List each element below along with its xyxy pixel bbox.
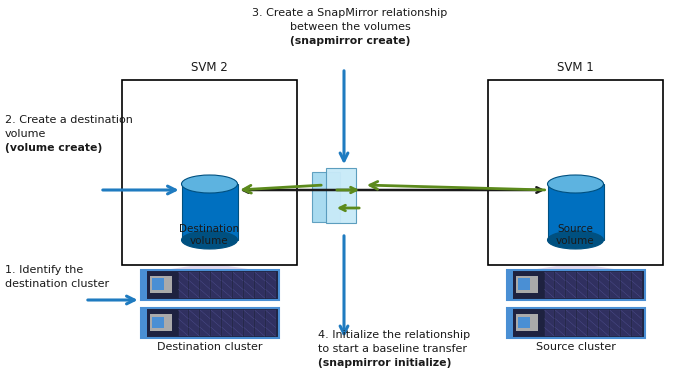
Bar xyxy=(577,272,587,298)
Text: 1. Identify the: 1. Identify the xyxy=(5,265,83,275)
Bar xyxy=(506,270,644,300)
Bar xyxy=(200,310,210,336)
Text: Destination cluster: Destination cluster xyxy=(157,342,263,352)
Text: SVM 1: SVM 1 xyxy=(557,61,594,74)
Bar xyxy=(544,310,555,336)
Bar xyxy=(566,310,576,336)
Bar xyxy=(544,272,555,298)
Bar xyxy=(233,310,243,336)
Bar xyxy=(488,80,663,265)
Bar xyxy=(566,272,576,298)
Bar xyxy=(588,272,598,298)
Text: SVM 2: SVM 2 xyxy=(191,61,228,74)
Bar xyxy=(577,310,587,336)
Polygon shape xyxy=(531,265,621,270)
Text: to start a baseline transfer: to start a baseline transfer xyxy=(318,344,467,354)
Bar xyxy=(141,270,278,300)
Bar xyxy=(588,310,598,336)
Text: (snapmirror initialize): (snapmirror initialize) xyxy=(318,358,451,368)
Bar xyxy=(141,308,278,338)
Bar xyxy=(515,314,537,331)
Bar xyxy=(599,272,609,298)
Text: volume: volume xyxy=(5,129,46,139)
Text: (snapmirror create): (snapmirror create) xyxy=(290,36,410,46)
Bar xyxy=(189,310,199,336)
Bar xyxy=(621,310,630,336)
Bar xyxy=(200,272,210,298)
Bar xyxy=(222,310,232,336)
Bar xyxy=(244,310,254,336)
Bar xyxy=(517,279,530,290)
Bar xyxy=(178,272,188,298)
Bar xyxy=(610,272,619,298)
Bar xyxy=(506,308,644,338)
Bar xyxy=(244,272,254,298)
Bar xyxy=(632,310,641,336)
Text: 4. Initialize the relationship: 4. Initialize the relationship xyxy=(318,330,470,340)
Text: Source cluster: Source cluster xyxy=(535,342,615,352)
Bar xyxy=(610,310,619,336)
Bar xyxy=(506,308,513,338)
Bar xyxy=(555,272,565,298)
Bar xyxy=(312,172,340,222)
Bar xyxy=(150,276,172,293)
Bar xyxy=(189,272,199,298)
Bar xyxy=(181,184,238,240)
Bar xyxy=(599,310,609,336)
Text: Destination
volume: Destination volume xyxy=(179,224,240,246)
Text: 3. Create a SnapMirror relationship: 3. Create a SnapMirror relationship xyxy=(252,8,448,18)
Text: destination cluster: destination cluster xyxy=(5,279,109,289)
Polygon shape xyxy=(165,265,254,270)
Bar xyxy=(141,270,147,300)
Bar xyxy=(152,316,163,328)
Bar xyxy=(178,310,188,336)
Bar xyxy=(255,272,265,298)
Text: 2. Create a destination: 2. Create a destination xyxy=(5,115,133,125)
Bar xyxy=(141,308,147,338)
Bar xyxy=(211,310,221,336)
Bar xyxy=(506,270,513,300)
Ellipse shape xyxy=(181,231,238,249)
Bar xyxy=(152,279,163,290)
Bar xyxy=(555,310,565,336)
Text: between the volumes: between the volumes xyxy=(289,22,411,32)
Bar xyxy=(515,276,537,293)
Bar xyxy=(222,272,232,298)
Bar xyxy=(632,272,641,298)
Ellipse shape xyxy=(548,175,604,193)
Ellipse shape xyxy=(181,175,238,193)
Bar xyxy=(621,272,630,298)
Bar xyxy=(517,316,530,328)
Ellipse shape xyxy=(548,231,604,249)
Bar xyxy=(211,272,221,298)
Bar xyxy=(233,272,243,298)
Bar xyxy=(150,314,172,331)
Bar xyxy=(255,310,265,336)
Text: (volume create): (volume create) xyxy=(5,143,102,153)
Bar xyxy=(548,184,604,240)
Text: Source
volume: Source volume xyxy=(556,224,595,246)
Bar xyxy=(266,272,276,298)
Bar xyxy=(122,80,297,265)
Bar xyxy=(326,168,356,223)
Bar xyxy=(266,310,276,336)
